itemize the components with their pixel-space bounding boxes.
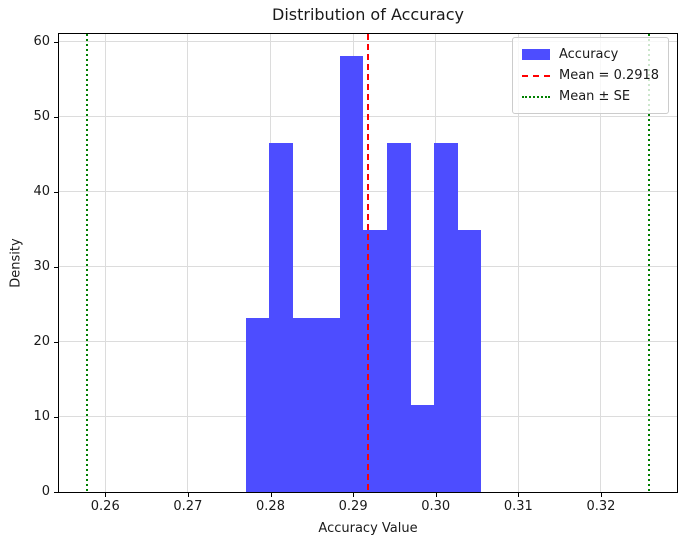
y-tick-label: 30 (33, 258, 50, 274)
y-tick-mark (54, 416, 58, 418)
histogram-bar (457, 230, 482, 492)
se-line (647, 34, 650, 492)
histogram-bar (292, 317, 317, 492)
legend-label: Mean ± SE (559, 89, 631, 104)
legend-swatch-patch (522, 49, 550, 60)
x-axis-label: Accuracy Value (318, 521, 418, 536)
y-tick-label: 60 (33, 33, 50, 49)
x-gridline (600, 34, 602, 492)
x-tick-label: 0.26 (90, 499, 120, 514)
x-tick-mark (600, 493, 602, 497)
histogram-bar (245, 317, 270, 492)
x-tick-mark (435, 493, 437, 497)
histogram-bar (410, 404, 435, 492)
y-tick-label: 0 (41, 484, 50, 499)
legend-swatch-dashed-line (522, 74, 550, 77)
histogram-bar (316, 317, 340, 492)
mean-line (367, 34, 369, 492)
x-tick-label: 0.27 (173, 499, 203, 514)
histogram-bar (434, 143, 458, 492)
legend-label: Mean = 0.2918 (559, 68, 660, 83)
x-tick-mark (270, 493, 272, 497)
histogram-bar (269, 143, 293, 492)
legend-swatch-dotted-line (522, 95, 550, 98)
x-tick-mark (353, 493, 355, 497)
y-axis-label: Density (8, 238, 24, 288)
x-tick-mark (187, 493, 189, 497)
x-gridline (104, 34, 106, 492)
x-tick-mark (518, 493, 520, 497)
x-tick-label: 0.32 (586, 499, 616, 514)
legend-row: Mean ± SE (522, 86, 659, 107)
y-tick-mark (54, 266, 58, 268)
x-gridline (187, 34, 189, 492)
y-tick-mark (54, 41, 58, 43)
legend-label: Accuracy (559, 47, 619, 62)
x-tick-label: 0.29 (338, 499, 368, 514)
legend-row: Accuracy (522, 44, 659, 65)
y-tick-mark (54, 492, 58, 493)
histogram-bar (339, 55, 364, 492)
x-gridline (517, 34, 519, 492)
y-tick-label: 10 (33, 408, 50, 424)
chart-title: Distribution of Accuracy (272, 5, 464, 24)
x-tick-mark (105, 493, 107, 497)
x-tick-label: 0.28 (256, 499, 285, 514)
y-tick-mark (54, 116, 58, 118)
legend-row: Mean = 0.2918 (522, 65, 659, 86)
y-tick-label: 50 (33, 108, 50, 124)
legend: Accuracy Mean = 0.2918 Mean ± SE (512, 37, 670, 114)
y-tick-mark (54, 191, 58, 193)
se-line (86, 34, 89, 492)
x-tick-label: 0.30 (421, 499, 451, 514)
x-tick-label: 0.31 (503, 499, 533, 514)
histogram-bar (387, 143, 411, 492)
histogram-bar (363, 230, 387, 492)
y-tick-label: 40 (33, 183, 50, 199)
y-tick-mark (54, 341, 58, 343)
y-tick-label: 20 (33, 333, 50, 349)
